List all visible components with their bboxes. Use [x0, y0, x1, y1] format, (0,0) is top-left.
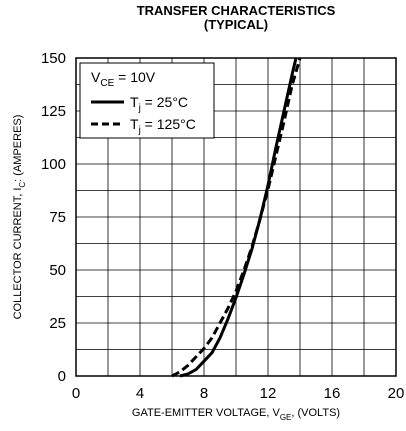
x-tick-label: 20 [388, 385, 405, 402]
legend-condition: VCE = 10V [91, 69, 156, 89]
y-tick-label: 50 [49, 262, 66, 279]
y-tick-label: 150 [41, 50, 66, 67]
series-line-2 [171, 57, 302, 378]
series-line-1 [179, 57, 298, 378]
chart-title: TRANSFER CHARACTERISTICS [136, 3, 336, 18]
chart-subtitle: (TYPICAL) [203, 17, 269, 32]
y-tick-label: 125 [41, 103, 66, 120]
x-tick-label: 12 [260, 385, 277, 402]
legend-label-2: Tj = 125°C [130, 116, 196, 136]
y-tick-label: 100 [41, 156, 66, 173]
x-tick-label: 0 [72, 385, 80, 402]
x-tick-label: 4 [136, 385, 144, 402]
x-axis-label: GATE-EMITTER VOLTAGE, VGE, (VOLTS) [132, 407, 340, 422]
y-tick-label: 25 [49, 315, 66, 332]
plot-frame [75, 57, 397, 377]
y-tick-label: 0 [58, 368, 66, 385]
y-axis-label: COLLECTOR CURRENT, IC: (AMPERES) [12, 115, 27, 320]
x-tick-label: 16 [324, 385, 341, 402]
y-tick-label: 75 [49, 209, 66, 226]
x-tick-label: 8 [200, 385, 208, 402]
legend-label-1: Tj = 25°C [130, 94, 188, 114]
